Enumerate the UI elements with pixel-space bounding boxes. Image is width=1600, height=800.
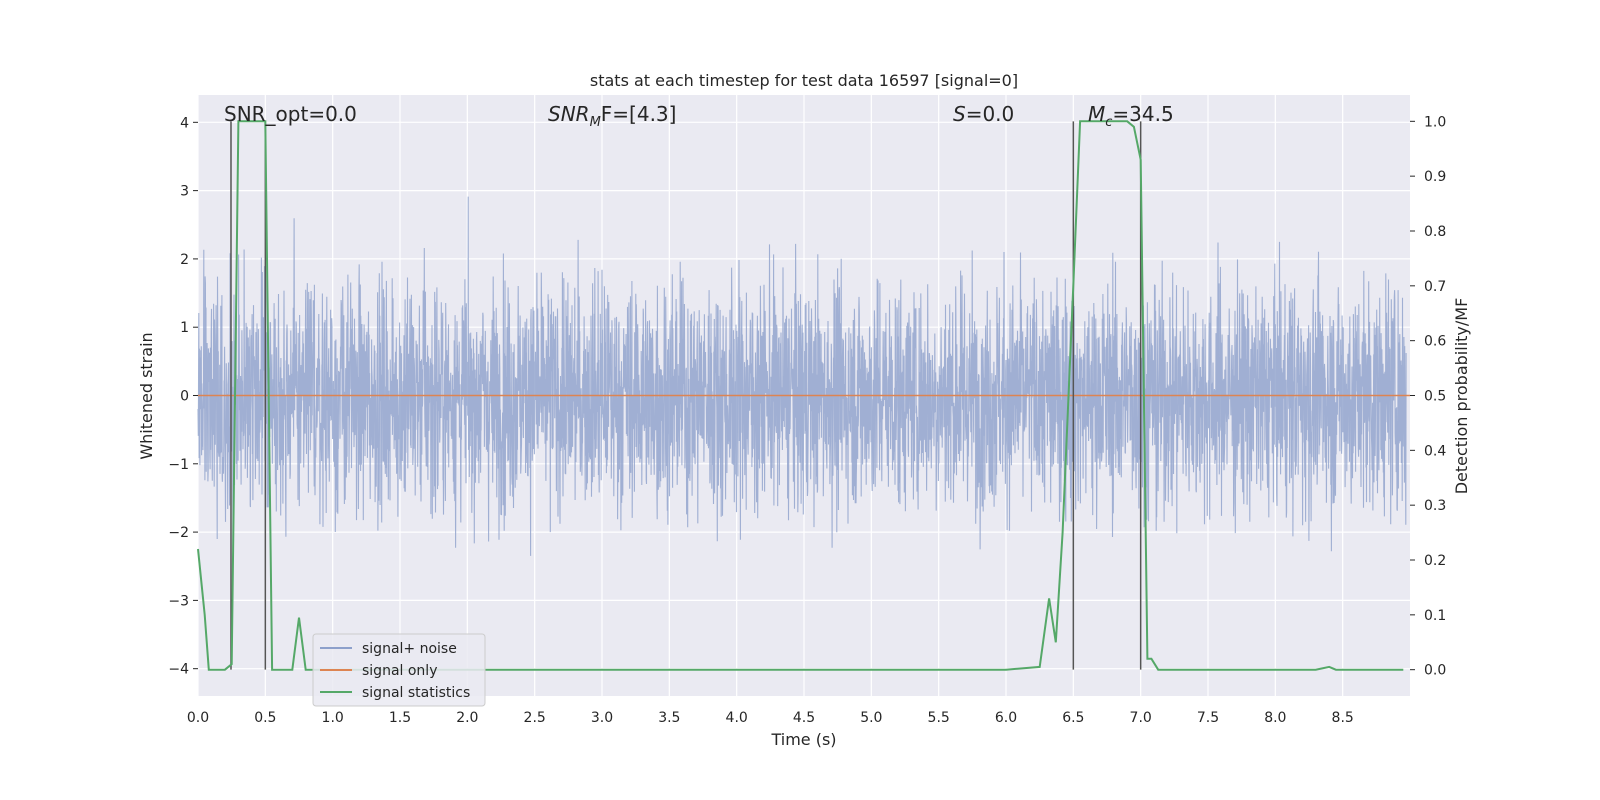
y2-tick-label: 1.0 [1424, 114, 1446, 130]
marker-lines [230, 121, 1142, 670]
annotation-mc: Mc=34.5 [1088, 102, 1174, 130]
x-tick-label: 2.0 [456, 710, 478, 726]
y-tick-label: 0 [180, 389, 189, 405]
annotation-s: S=0.0 [953, 102, 1014, 126]
x-tick-label: 7.5 [1197, 710, 1219, 726]
y-tick-label: −2 [168, 525, 189, 541]
y-tick-label: −1 [168, 457, 189, 473]
legend-label-signal-noise: signal+ noise [362, 641, 457, 657]
y2-axis-label: Detection probability/MF [1452, 298, 1471, 495]
x-tick-label: 0.0 [187, 710, 209, 726]
x-tick-label: 8.5 [1332, 710, 1354, 726]
y2-tick-label: 0.2 [1424, 553, 1446, 569]
series-signal-statistics [197, 120, 1404, 671]
y-tick-label: 1 [180, 320, 189, 336]
x-tick-label: 4.5 [793, 710, 815, 726]
y2-tick-label: 0.1 [1424, 608, 1446, 624]
y-tick-label: 3 [180, 184, 189, 200]
noise-trace [197, 196, 1407, 556]
x-tick-label: 6.5 [1062, 710, 1084, 726]
x-tick-label: 1.5 [389, 710, 411, 726]
y2-tick-label: 0.0 [1424, 663, 1446, 679]
x-tick-label: 3.5 [658, 710, 680, 726]
y2-tick-label: 0.4 [1424, 443, 1446, 459]
series-signal-noise [197, 196, 1407, 556]
y-tick-label: −3 [168, 593, 189, 609]
annotation-snr-opt: SNR_opt=0.0 [224, 102, 357, 126]
y2-tick-label: 0.9 [1424, 169, 1446, 185]
y2-tick-label: 0.6 [1424, 334, 1446, 350]
y2-tick-label: 0.7 [1424, 279, 1446, 295]
x-tick-label: 6.0 [995, 710, 1017, 726]
x-tick-labels: 0.0 0.5 1.0 1.5 2.0 2.5 3.0 3.5 4.0 4.5 5.0 5.5 6.0 6… [187, 710, 1354, 726]
x-tick-label: 0.5 [254, 710, 276, 726]
x-tick-label: 8.0 [1264, 710, 1286, 726]
y-tick-labels: −4 −3 −2 −1 0 1 2 3 4 [168, 115, 198, 678]
annotation-snr-mf: SNRMF=[4.3] [548, 102, 676, 130]
legend-label-signal-statistics: signal statistics [362, 685, 470, 701]
x-tick-label: 4.0 [726, 710, 748, 726]
legend-label-signal-only: signal only [362, 663, 437, 679]
y2-tick-label: 0.8 [1424, 224, 1446, 240]
y-axis-label: Whitened strain [137, 332, 156, 459]
y2-tick-label: 0.5 [1424, 389, 1446, 405]
x-tick-label: 5.0 [860, 710, 882, 726]
x-tick-label: 1.0 [322, 710, 344, 726]
y-tick-label: 4 [180, 115, 189, 131]
x-tick-label: 2.5 [524, 710, 546, 726]
x-axis-label: Time (s) [770, 730, 836, 749]
y2-tick-label: 0.3 [1424, 498, 1446, 514]
y-tick-label: 2 [180, 252, 189, 268]
x-tick-label: 3.0 [591, 710, 613, 726]
y-tick-label: −4 [168, 662, 189, 678]
y2-tick-labels: 0.0 0.1 0.2 0.3 0.4 0.5 0.6 0.7 0.8 0.9 1.0 [1410, 114, 1446, 679]
x-tick-label: 7.0 [1130, 710, 1152, 726]
x-tick-label: 5.5 [928, 710, 950, 726]
legend-box [312, 633, 486, 707]
legend: signal+ noise signal only signal statist… [312, 633, 486, 707]
chart-title: stats at each timestep for test data 165… [590, 71, 1018, 90]
